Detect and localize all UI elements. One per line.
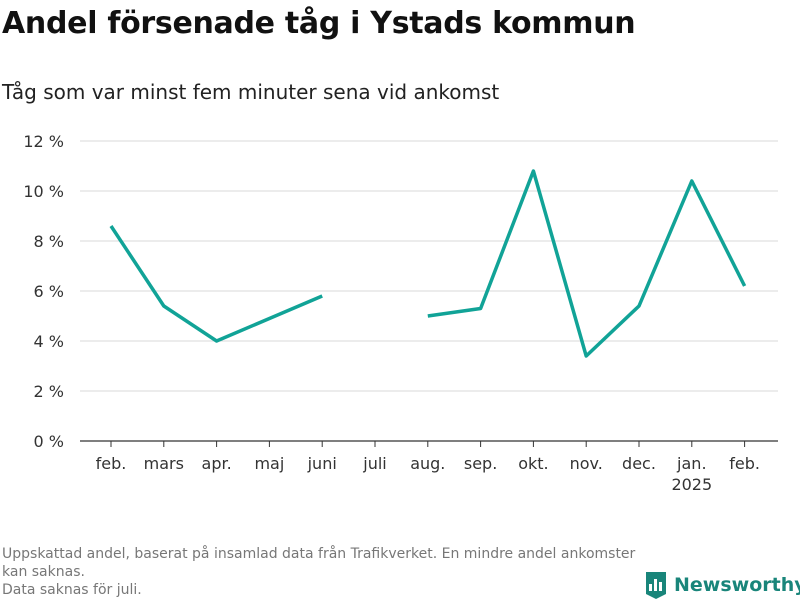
brand-name: Newsworthy: [674, 574, 800, 596]
x-tick-label: feb.: [729, 454, 760, 473]
series-line-segment: [427, 169, 747, 358]
x-tick-label: apr.: [202, 454, 232, 473]
y-tick-label: 2 %: [34, 382, 64, 401]
brand-logo: Newsworthy: [644, 570, 800, 600]
footnote-line-2: Data saknas för juli.: [2, 582, 142, 598]
line-chart: 0 % 2 % 4 % 6 % 8 % 10 % 12 % feb. mars apr. maj j…: [23, 132, 778, 494]
x-tick-sublabel: 2025: [671, 475, 712, 494]
x-tick-label: sep.: [464, 454, 497, 473]
x-tick-label: mars: [144, 454, 184, 473]
chart-subtitle: Tåg som var minst fem minuter sena vid a…: [2, 80, 500, 104]
y-axis-tick-labels: 0 % 2 % 4 % 6 % 8 % 10 % 12 %: [23, 132, 64, 451]
bar-chart-icon: [646, 572, 666, 599]
y-tick-label: 0 %: [34, 432, 64, 451]
y-tick-label: 10 %: [23, 182, 64, 201]
y-tick-label: 12 %: [23, 132, 64, 151]
x-axis: [80, 440, 778, 447]
x-tick-label: juni: [307, 454, 337, 473]
y-tick-label: 8 %: [34, 232, 64, 251]
x-axis-tick-labels: feb. mars apr. maj juni juli aug. sep. okt. nov. d…: [96, 454, 760, 494]
chart-title: Andel försenade tåg i Ystads kommun: [2, 6, 636, 41]
x-tick-label: feb.: [96, 454, 127, 473]
footnote-line-1: Uppskattad andel, baserat på insamlad da…: [2, 546, 636, 580]
y-tick-label: 6 %: [34, 282, 64, 301]
gridlines: [80, 140, 778, 392]
x-tick-label: maj: [254, 454, 284, 473]
x-tick-label: jan.: [676, 454, 706, 473]
x-tick-label: okt.: [518, 454, 548, 473]
footnote: Uppskattad andel, baserat på insamlad da…: [2, 545, 642, 599]
x-tick-label: juli: [362, 454, 386, 473]
series-line-segment: [109, 225, 323, 343]
x-tick-label: aug.: [410, 454, 445, 473]
y-tick-label: 4 %: [34, 332, 64, 351]
x-tick-label: dec.: [622, 454, 656, 473]
series-lines: [109, 169, 747, 358]
x-tick-label: nov.: [570, 454, 603, 473]
